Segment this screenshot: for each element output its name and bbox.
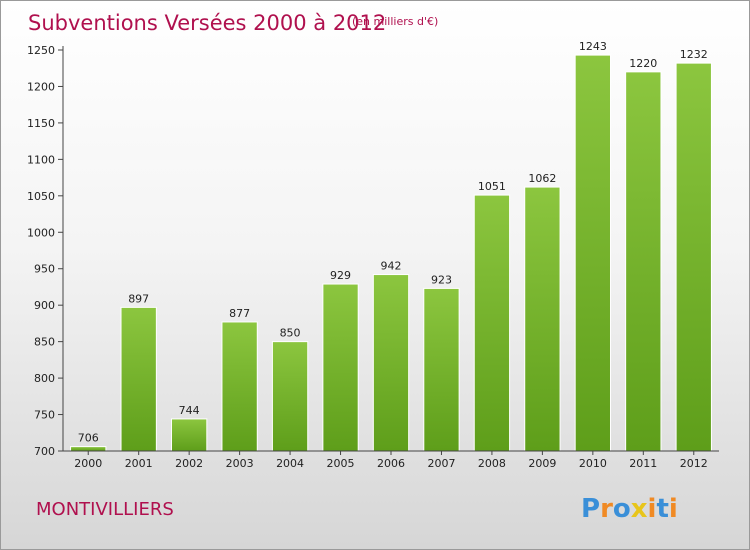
y-tick-label: 750 [34, 409, 55, 422]
x-tick-label: 2009 [528, 457, 556, 470]
x-tick-label: 2003 [226, 457, 254, 470]
bar-2011 [625, 71, 662, 452]
data-label-2009: 1062 [528, 172, 556, 185]
data-label-2004: 850 [280, 327, 301, 340]
x-tick-label: 2004 [276, 457, 304, 470]
x-tick-label: 2010 [579, 457, 607, 470]
bar-2003 [221, 321, 258, 452]
y-tick-label: 1250 [27, 44, 55, 57]
x-tick-label: 2001 [125, 457, 153, 470]
y-tick-label: 1050 [27, 190, 55, 203]
logo-letter: t [656, 494, 668, 524]
logo-letter: o [613, 494, 631, 524]
y-tick-label: 950 [34, 263, 55, 276]
place-name: MONTIVILLIERS [36, 499, 174, 520]
data-label-2005: 929 [330, 269, 351, 282]
y-tick-label: 800 [34, 372, 55, 385]
y-tick-label: 1000 [27, 226, 55, 239]
x-tick-label: 2007 [427, 457, 455, 470]
y-tick-label: 1150 [27, 117, 55, 130]
data-label-2002: 744 [179, 404, 200, 417]
logo-letter: i [669, 494, 678, 524]
x-tick-label: 2008 [478, 457, 506, 470]
data-label-2010: 1243 [579, 40, 607, 53]
logo-letter: r [600, 494, 613, 524]
data-label-2011: 1220 [629, 57, 657, 70]
bar-2005 [322, 283, 359, 452]
y-tick-label: 700 [34, 445, 55, 458]
data-label-2003: 877 [229, 307, 250, 320]
data-label-2000: 706 [78, 432, 99, 445]
logo-letter: i [648, 494, 657, 524]
x-tick-label: 2000 [74, 457, 102, 470]
bar-2002 [170, 418, 208, 452]
y-tick-label: 850 [34, 336, 55, 349]
x-tick-label: 2011 [629, 457, 657, 470]
bar-2012 [675, 62, 712, 452]
x-tick-label: 2002 [175, 457, 203, 470]
bar-2006 [372, 274, 410, 452]
bar-2001 [120, 306, 157, 452]
logo-letter: P [581, 494, 600, 524]
bar-2007 [423, 287, 460, 452]
y-tick-label: 1200 [27, 80, 55, 93]
data-label-2001: 897 [128, 292, 149, 305]
bar-2010 [574, 54, 612, 452]
logo-letter: x [631, 494, 648, 524]
chart-title: Subventions Versées 2000 à 2012 [28, 11, 386, 35]
data-label-2006: 942 [381, 260, 402, 273]
y-tick-label: 1100 [27, 153, 55, 166]
chart-subtitle: (en milliers d'€) [352, 15, 438, 28]
bar-2004 [271, 341, 309, 452]
proxiti-logo: Proxiti [581, 494, 678, 524]
data-label-2012: 1232 [680, 48, 708, 61]
x-tick-label: 2006 [377, 457, 405, 470]
bar-2008 [473, 194, 511, 452]
bar-2000 [70, 446, 107, 452]
x-tick-label: 2005 [327, 457, 355, 470]
data-label-2008: 1051 [478, 180, 506, 193]
data-label-2007: 923 [431, 273, 452, 286]
x-tick-label: 2012 [680, 457, 708, 470]
bar-2009 [524, 186, 561, 452]
y-tick-label: 900 [34, 299, 55, 312]
